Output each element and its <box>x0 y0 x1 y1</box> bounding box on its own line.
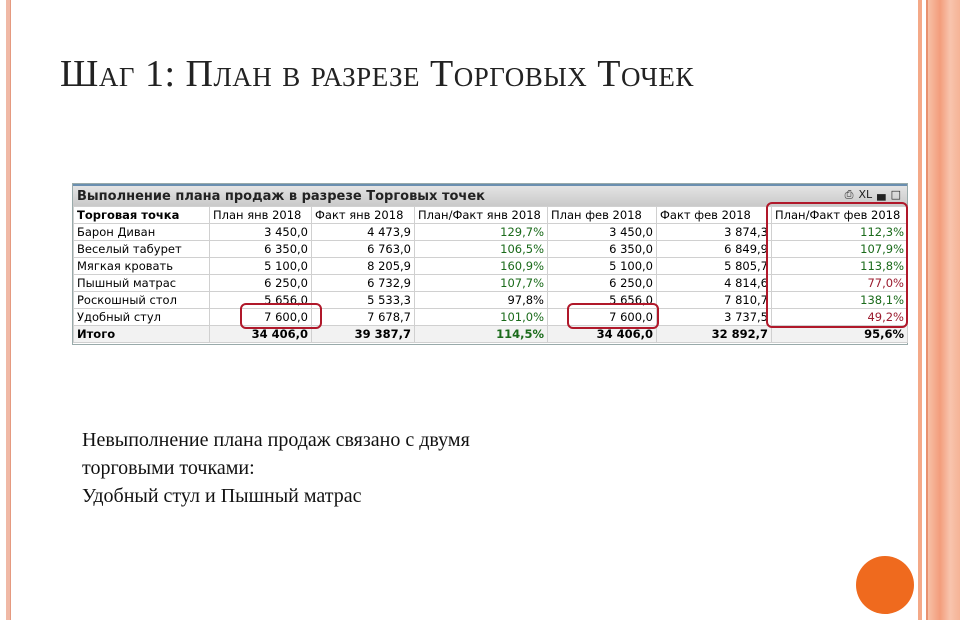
print-icon[interactable]: ⎙ <box>844 188 854 201</box>
body-text: Невыполнение плана продаж связано с двум… <box>82 426 470 510</box>
orange-circle-decoration <box>856 556 914 614</box>
table-row: Пышный матрас 6 250,0 6 732,9 107,7% 6 250,0… <box>73 274 908 292</box>
total-cell: 34 406,0 <box>209 325 312 343</box>
table-cell: 6 763,0 <box>311 240 415 258</box>
row-label: Роскошный стол <box>73 291 210 309</box>
table-cell: 3 450,0 <box>547 223 657 241</box>
table-cell: 7 678,7 <box>311 308 415 326</box>
sales-plan-table-widget: Выполнение плана продаж в разрезе Торгов… <box>72 183 908 345</box>
total-cell: 34 406,0 <box>547 325 657 343</box>
body-line: торговыми точками: <box>82 457 255 479</box>
column-header[interactable]: План янв 2018 <box>209 206 312 224</box>
table-cell: 3 450,0 <box>209 223 312 241</box>
table-caption: Выполнение плана продаж в разрезе Торгов… <box>73 184 907 206</box>
table-cell: 113,8% <box>771 257 908 275</box>
data-table: Торговая точка План янв 2018 Факт янв 2018… <box>73 206 908 343</box>
table-cell: 6 350,0 <box>209 240 312 258</box>
table-row: Мягкая кровать 5 100,0 8 205,9 160,9% 5 100,… <box>73 257 908 275</box>
table-cell: 3 737,5 <box>656 308 772 326</box>
highlight-feb-plan <box>567 303 659 329</box>
right-stripes-decoration <box>918 0 960 620</box>
row-label: Барон Диван <box>73 223 210 241</box>
table-cell: 6 732,9 <box>311 274 415 292</box>
left-border-decoration <box>6 0 11 620</box>
table-row: Веселый табурет 6 350,0 6 763,0 106,5% 6 350… <box>73 240 908 258</box>
table-cell: 4 814,6 <box>656 274 772 292</box>
table-cell: 7 810,7 <box>656 291 772 309</box>
body-line: Удобный стул и Пышный матрас <box>82 485 362 507</box>
table-cell: 107,9% <box>771 240 908 258</box>
total-cell: 114,5% <box>414 325 548 343</box>
total-cell: 39 387,7 <box>311 325 415 343</box>
row-label: Мягкая кровать <box>73 257 210 275</box>
total-cell: 95,6% <box>771 325 908 343</box>
column-header[interactable]: Факт янв 2018 <box>311 206 415 224</box>
table-cell: 6 250,0 <box>209 274 312 292</box>
table-cell: 106,5% <box>414 240 548 258</box>
total-row: Итого 34 406,0 39 387,7 114,5% 34 406,0 32 89… <box>73 325 908 343</box>
highlight-feb-ratio-column <box>766 202 908 328</box>
table-row: Удобный стул 7 600,0 7 678,7 101,0% 7 600,0 3… <box>73 308 908 326</box>
table-cell: 107,7% <box>414 274 548 292</box>
column-header[interactable]: План/Факт янв 2018 <box>414 206 548 224</box>
excel-export-icon[interactable]: XL <box>858 188 873 201</box>
column-header[interactable]: Факт фев 2018 <box>656 206 772 224</box>
minimize-icon[interactable]: ▄ <box>877 188 886 201</box>
table-cell: 160,9% <box>414 257 548 275</box>
total-label: Итого <box>73 325 210 343</box>
table-cell: 6 849,9 <box>656 240 772 258</box>
table-cell: 5 100,0 <box>209 257 312 275</box>
maximize-icon[interactable]: □ <box>890 188 901 201</box>
table-cell: 129,7% <box>414 223 548 241</box>
table-cell: 5 533,3 <box>311 291 415 309</box>
highlight-jan-plan <box>240 303 322 329</box>
row-label: Удобный стул <box>73 308 210 326</box>
table-title: Выполнение плана продаж в разрезе Торгов… <box>77 188 485 204</box>
table-cell: 97,8% <box>414 291 548 309</box>
row-label: Пышный матрас <box>73 274 210 292</box>
body-line: Невыполнение плана продаж связано с двум… <box>82 429 470 451</box>
column-header[interactable]: Торговая точка <box>73 206 210 224</box>
table-cell: 5 805,7 <box>656 257 772 275</box>
table-cell: 8 205,9 <box>311 257 415 275</box>
slide-title: Шаг 1: План в разрезе Торговых Точек <box>60 53 694 95</box>
column-header[interactable]: План фев 2018 <box>547 206 657 224</box>
column-header[interactable]: План/Факт фев 2018 <box>771 206 908 224</box>
table-cell: 5 100,0 <box>547 257 657 275</box>
table-cell: 101,0% <box>414 308 548 326</box>
row-label: Веселый табурет <box>73 240 210 258</box>
table-cell: 6 250,0 <box>547 274 657 292</box>
total-cell: 32 892,7 <box>656 325 772 343</box>
table-cell: 3 874,3 <box>656 223 772 241</box>
table-cell: 6 350,0 <box>547 240 657 258</box>
table-cell: 4 473,9 <box>311 223 415 241</box>
